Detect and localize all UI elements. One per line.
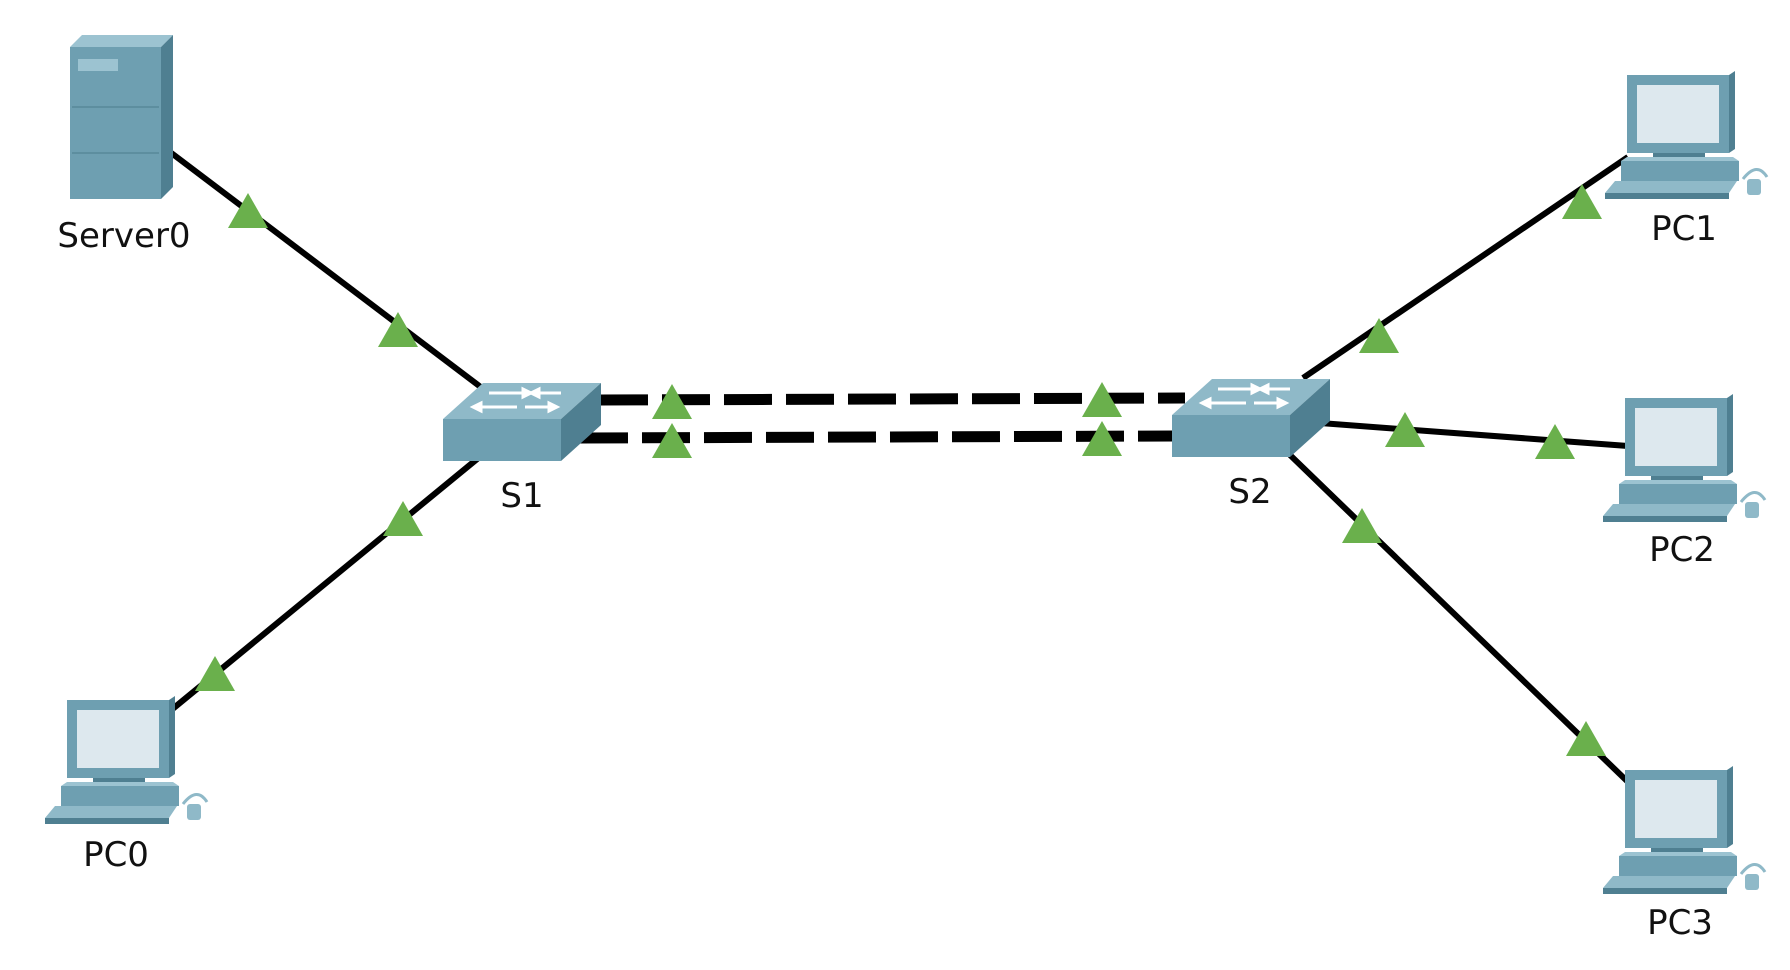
device-label-pc2: PC2 (1649, 530, 1715, 570)
link-status-indicators (195, 184, 1606, 756)
link-s2-pc1[interactable] (1301, 154, 1630, 381)
device-s2[interactable]: S2 (1170, 377, 1332, 512)
pc-icon (43, 694, 209, 826)
device-label-s1: S1 (500, 476, 543, 516)
device-pc3[interactable]: PC3 (1601, 764, 1767, 943)
device-s1[interactable]: S1 (441, 381, 603, 516)
pc-icon (1601, 392, 1767, 524)
device-label-s2: S2 (1228, 472, 1271, 512)
link-s1-s2-top[interactable] (599, 392, 1186, 406)
switch-icon (1170, 377, 1332, 459)
device-server0[interactable]: Server0 (57, 34, 191, 256)
device-label-pc0: PC0 (83, 835, 149, 875)
device-pc2[interactable]: PC2 (1601, 392, 1767, 570)
pc-icon (1603, 69, 1769, 201)
device-label-server0: Server0 (57, 216, 190, 256)
pc-icon (1601, 764, 1767, 896)
link-s2-pc3[interactable] (1287, 452, 1631, 785)
switch-icon (441, 381, 603, 463)
server-icon (69, 34, 174, 200)
device-pc1[interactable]: PC1 (1603, 69, 1769, 249)
links (162, 149, 1631, 785)
device-label-pc1: PC1 (1651, 209, 1717, 249)
link-s2-pc2[interactable] (1319, 420, 1629, 449)
link-server0-s1[interactable] (168, 149, 484, 391)
device-label-pc3: PC3 (1647, 903, 1713, 943)
device-pc0[interactable]: PC0 (43, 694, 209, 875)
triangle-up-icon (1562, 184, 1602, 219)
